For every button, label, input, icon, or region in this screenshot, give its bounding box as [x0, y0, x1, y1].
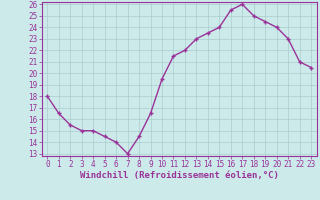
X-axis label: Windchill (Refroidissement éolien,°C): Windchill (Refroidissement éolien,°C) [80, 171, 279, 180]
